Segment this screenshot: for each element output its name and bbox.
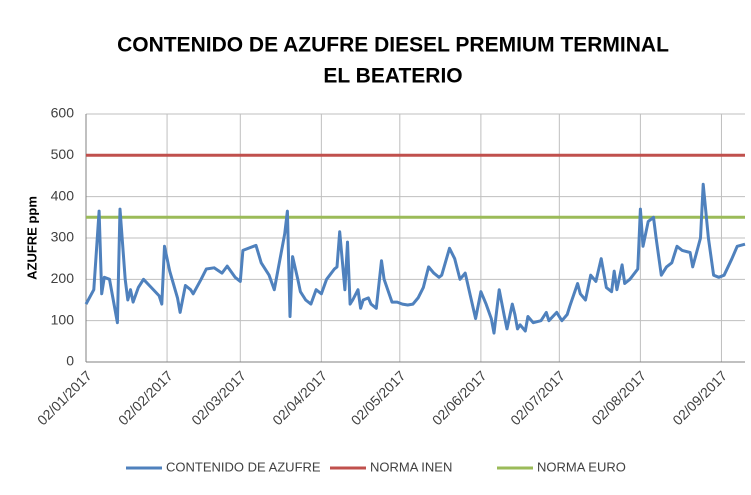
y-tick-label: 400 bbox=[51, 187, 75, 203]
y-tick-label: 500 bbox=[51, 146, 75, 162]
data-line bbox=[84, 182, 746, 335]
x-tick-label: 02/02/2017 bbox=[115, 367, 176, 428]
y-tick-label: 200 bbox=[51, 270, 75, 286]
y-axis-label: AZUFRE ppm bbox=[24, 196, 39, 280]
y-tick-label: 300 bbox=[51, 229, 75, 245]
x-tick-label: 02/03/2017 bbox=[188, 367, 249, 428]
chart-title: CONTENIDO DE AZUFRE DIESEL PREMIUM TERMI… bbox=[117, 34, 669, 57]
x-tick-label: 02/08/2017 bbox=[588, 367, 649, 428]
x-tick-label: 02/07/2017 bbox=[507, 367, 568, 428]
legend-label: CONTENIDO DE AZUFRE bbox=[166, 459, 321, 474]
x-tick-label: 02/01/2017 bbox=[34, 367, 95, 428]
chart-title: EL BEATERIO bbox=[323, 65, 462, 88]
legend-label: NORMA INEN bbox=[370, 459, 452, 474]
y-tick-label: 100 bbox=[51, 311, 75, 327]
x-tick-label: 02/05/2017 bbox=[348, 367, 409, 428]
legend-label: NORMA EURO bbox=[537, 459, 626, 474]
x-tick-label: 02/06/2017 bbox=[429, 367, 490, 428]
y-tick-label: 0 bbox=[66, 353, 74, 369]
y-tick-label: 600 bbox=[51, 105, 75, 121]
x-tick-label: 02/09/2017 bbox=[669, 367, 730, 428]
x-tick-label: 02/04/2017 bbox=[269, 367, 330, 428]
